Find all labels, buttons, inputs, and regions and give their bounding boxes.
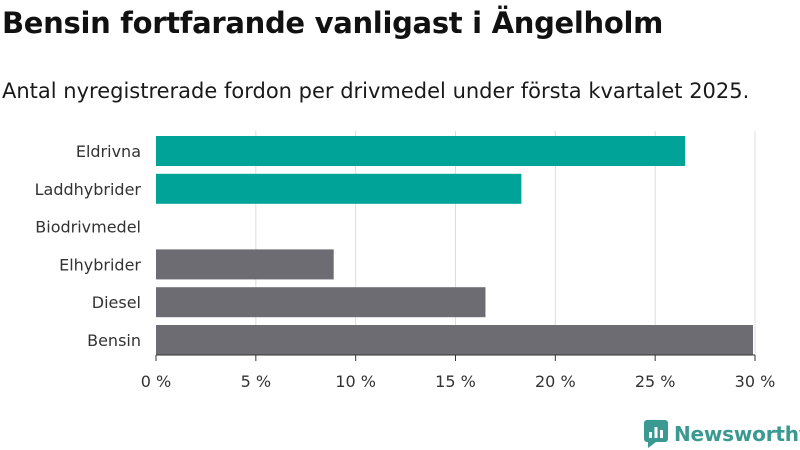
newsworthy-logo: Newsworthy xyxy=(644,420,800,448)
bar xyxy=(156,287,486,318)
category-label: Bensin xyxy=(87,331,141,350)
category-label: Laddhybrider xyxy=(35,180,142,199)
newsworthy-logo-icon xyxy=(644,420,668,448)
category-label: Elhybrider xyxy=(59,255,141,274)
x-tick-label: 10 % xyxy=(335,372,376,391)
category-label: Diesel xyxy=(92,293,141,312)
logo-text: Newsworthy xyxy=(674,422,800,446)
x-tick-label: 15 % xyxy=(435,372,476,391)
bar xyxy=(156,173,522,204)
bar xyxy=(156,325,754,355)
chart-title: Bensin fortfarande vanligast i Ängelholm xyxy=(2,6,664,40)
category-label: Biodrivmedel xyxy=(35,218,141,237)
x-tick-label: 25 % xyxy=(635,372,676,391)
x-tick-label: 20 % xyxy=(535,372,576,391)
x-tick-label: 5 % xyxy=(241,372,271,391)
x-tick-label: 0 % xyxy=(141,372,171,391)
bar xyxy=(156,136,686,166)
x-tick-label: 30 % xyxy=(735,372,776,391)
category-label: Eldrivna xyxy=(76,142,141,161)
bar xyxy=(156,249,334,280)
chart-subtitle: Antal nyregistrerade fordon per drivmede… xyxy=(2,79,750,103)
